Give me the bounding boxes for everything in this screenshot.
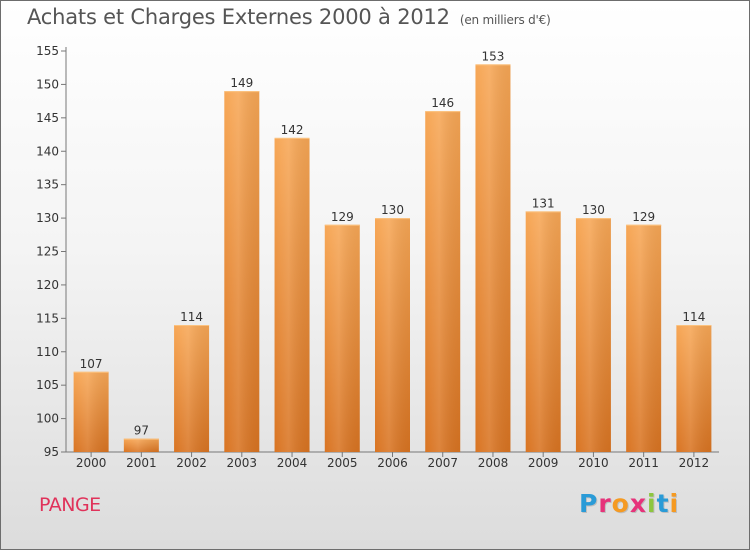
bar-highlight (425, 111, 461, 453)
x-tick-label: 2004 (277, 456, 308, 470)
logo-letter: t (656, 489, 670, 518)
bar-highlight (626, 224, 662, 452)
logo-letter: P (579, 489, 599, 518)
y-tick-label: 115 (36, 311, 59, 325)
x-tick-label: 2000 (76, 456, 107, 470)
x-tick-label: 2007 (427, 456, 458, 470)
data-label: 142 (281, 123, 304, 137)
data-label: 153 (482, 49, 505, 63)
bars (73, 64, 712, 453)
x-tick-label: 2002 (176, 456, 207, 470)
bar-highlight (676, 325, 712, 452)
bar-highlight (475, 64, 511, 452)
x-tick-label: 2005 (327, 456, 358, 470)
x-tick-label: 2003 (227, 456, 258, 470)
bar-highlight (375, 218, 410, 452)
bar-highlight (224, 91, 260, 452)
bar-highlight (525, 211, 561, 452)
logo-letter: x (629, 489, 647, 518)
chart-title-text: Achats et Charges Externes 2000 à 2012 (27, 5, 450, 29)
bar-highlight (324, 224, 360, 452)
y-tick-label: 140 (36, 144, 59, 158)
y-tick-label: 150 (36, 77, 59, 91)
x-tick-label: 2010 (578, 456, 609, 470)
logo-letter: i (669, 489, 680, 518)
y-tick-label: 95 (44, 445, 59, 459)
data-label: 131 (532, 196, 555, 210)
bar-highlight (73, 371, 109, 452)
data-label: 129 (331, 210, 354, 224)
x-tick-label: 2006 (377, 456, 408, 470)
data-label: 114 (180, 310, 203, 324)
x-tick-label: 2011 (628, 456, 659, 470)
y-tick-label: 130 (36, 211, 59, 225)
bar-highlight (274, 137, 310, 452)
proxiti-logo: Proxiti (579, 489, 679, 518)
unit-label: (en milliers d'€) (459, 13, 551, 27)
data-label: 130 (582, 203, 605, 217)
y-tick-label: 135 (36, 178, 59, 192)
bar-highlight (123, 438, 159, 452)
y-tick-label: 100 (36, 412, 59, 426)
data-label: 130 (381, 203, 404, 217)
x-tick-label: 2009 (528, 456, 559, 470)
axes: 95 100 105 110 115 120 125 130 135 140 145 150 155 (36, 44, 719, 459)
logo-letter: o (611, 489, 630, 518)
bar-highlight (174, 325, 210, 452)
labels: 2000 107 2001 97 2002 114 2003 149 2004 142 2005 12… (76, 49, 709, 470)
y-tick-label: 120 (36, 278, 59, 292)
data-label: 129 (632, 210, 655, 224)
y-tick-label: 110 (36, 345, 59, 359)
chart-title: Achats et Charges Externes 2000 à 2012 (e… (27, 5, 551, 29)
location-label: PANGE (39, 494, 101, 516)
y-tick-label: 145 (36, 111, 59, 125)
x-tick-label: 2012 (679, 456, 710, 470)
y-tick-label: 155 (36, 44, 59, 58)
x-tick-label: 2001 (126, 456, 157, 470)
bar-highlight (575, 218, 611, 452)
data-label: 149 (230, 76, 253, 90)
data-label: 146 (431, 96, 454, 110)
y-tick-label: 105 (36, 378, 59, 392)
logo-letter: i (647, 489, 657, 518)
data-label: 97 (134, 424, 149, 438)
y-tick-label: 125 (36, 245, 59, 259)
data-label: 114 (682, 310, 705, 324)
x-tick-label: 2008 (478, 456, 509, 470)
logo-letter: r (598, 489, 612, 518)
data-label: 107 (80, 357, 103, 371)
